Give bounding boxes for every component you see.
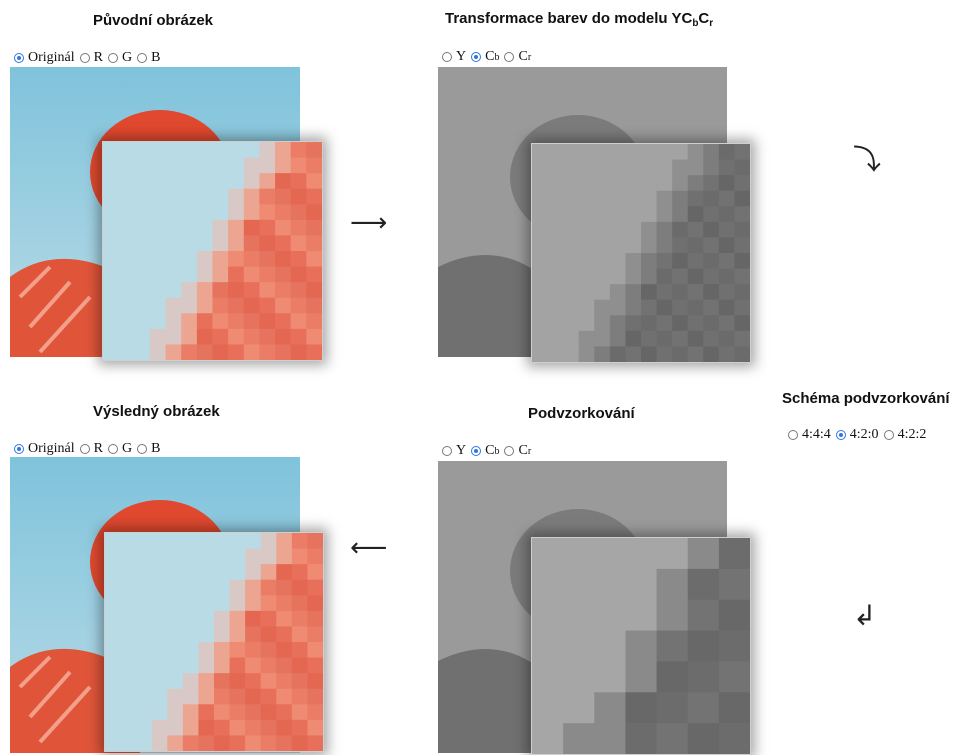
transform-option-label-1: C [485,49,495,64]
subsampling-radio-2[interactable] [504,446,515,456]
result-zoom-inset [104,532,324,752]
result-channel-selector: Originál R G B [14,441,165,457]
transform-title-c: C [698,10,710,27]
transform-title-sub-r: r [709,18,714,29]
subsampling-option-label-0: Y [456,443,467,458]
scheme-option-label-0: 4:4:4 [802,427,831,442]
subsampling-radio-1[interactable] [471,446,482,456]
result-option-2[interactable]: G [108,441,132,457]
original-option-label-3: B [151,50,161,65]
original-option-2[interactable]: G [108,50,132,66]
subsampling-scheme-title: Schéma podvzorkování [782,390,950,407]
transform-option-0[interactable]: Y [442,49,466,65]
scheme-radio-0[interactable] [788,430,798,440]
scheme-option-label-1: 4:2:0 [849,427,879,442]
result-radio-3[interactable] [137,444,148,454]
result-option-label-3: B [151,441,161,456]
scheme-radio-1[interactable] [835,430,846,440]
original-radio-1[interactable] [79,53,90,63]
original-radio-3[interactable] [137,53,148,63]
subsampling-radio-0[interactable] [442,446,452,456]
subsampling-option-label-1: C [485,443,495,458]
original-image-title: Původní obrázek [93,12,214,29]
scheme-option-label-2: 4:2:2 [897,427,927,442]
result-option-label-2: G [122,441,133,456]
subsampling-title: Podvzorkování [528,405,635,422]
transform-radio-0[interactable] [442,52,452,62]
result-image-title: Výsledný obrázek [93,403,220,420]
transform-option-sub-2: r [527,51,532,63]
arrow-right-icon: ⟶ [350,208,388,238]
transform-zoom-inset [531,143,751,363]
result-radio-1[interactable] [79,444,90,454]
original-radio-0[interactable] [14,53,24,63]
scheme-option-1[interactable]: 4:2:0 [835,427,879,443]
original-option-label-1: R [93,50,103,65]
transform-option-label-0: Y [456,49,467,64]
subsampling-option-label-2: C [518,443,528,458]
scheme-radio-2[interactable] [883,430,894,440]
transform-title-text: Transformace barev do modelu YC [445,10,693,27]
original-radio-2[interactable] [108,53,118,63]
result-option-1[interactable]: R [79,441,103,457]
transform-option-label-2: C [518,49,528,64]
transform-radio-2[interactable] [504,52,515,62]
scheme-option-2[interactable]: 4:2:2 [883,427,927,443]
result-option-3[interactable]: B [137,441,160,457]
scheme-option-0[interactable]: 4:4:4 [788,427,831,443]
subsampling-option-sub-1: b [494,445,500,457]
result-option-label-1: R [93,441,103,456]
original-channel-selector: Originál R G B [14,50,165,66]
result-radio-0[interactable] [14,444,24,454]
arrow-left-icon: ⟵ [350,533,388,563]
transform-radio-1[interactable] [471,52,482,62]
color-transform-title: Transformace barev do modelu YCbCr [445,10,713,29]
original-option-3[interactable]: B [137,50,160,66]
original-option-label-2: G [122,50,133,65]
subsampling-scheme-selector: 4:4:4 4:2:0 4:2:2 [788,427,931,443]
result-option-label-0: Originál [28,441,75,456]
original-option-1[interactable]: R [79,50,103,66]
subsampling-option-0[interactable]: Y [442,443,466,459]
subsampling-zoom-inset [531,537,751,755]
subsampling-option-sub-2: r [527,445,532,457]
arrow-down-left-icon: ↲ [853,599,877,632]
original-option-0[interactable]: Originál [14,50,75,66]
original-zoom-inset [102,141,323,361]
result-option-0[interactable]: Originál [14,441,75,457]
transform-title-sub-b: b [692,18,699,29]
transform-option-sub-1: b [494,51,500,63]
arrow-down-right-icon: ⤵ [853,143,882,176]
result-radio-2[interactable] [108,444,118,454]
original-option-label-0: Originál [28,50,75,65]
